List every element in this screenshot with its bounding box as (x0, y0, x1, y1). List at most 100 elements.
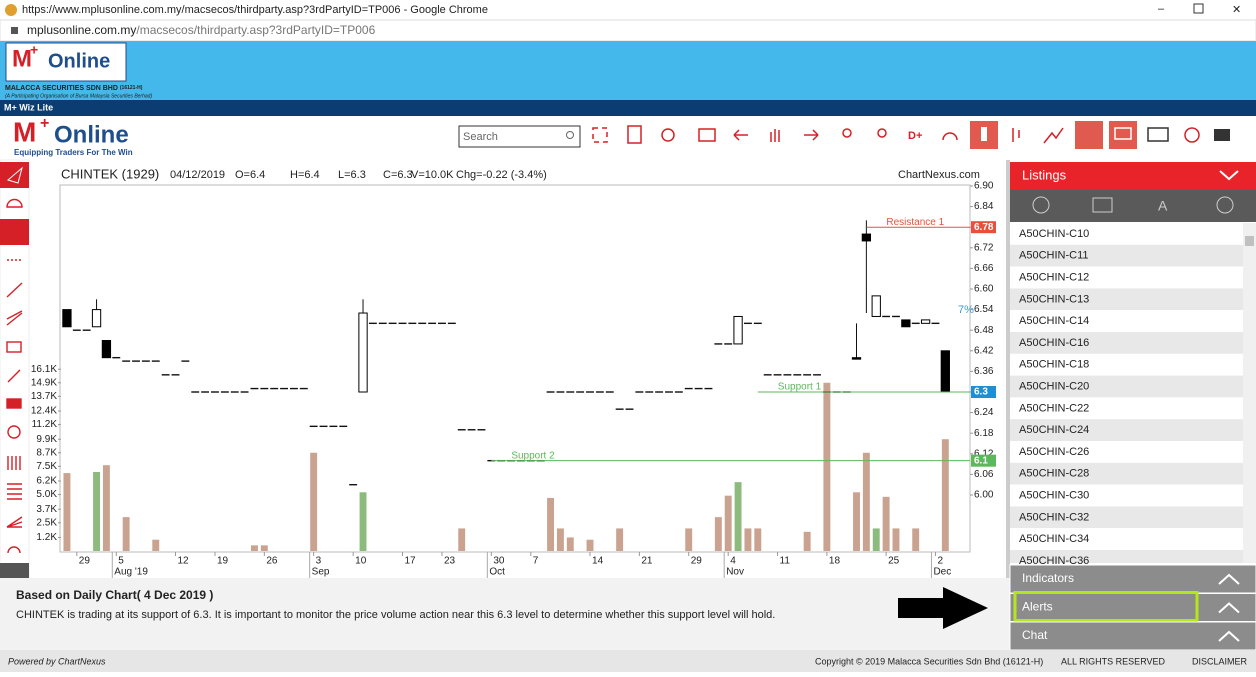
listing-row[interactable] (1010, 506, 1243, 529)
change: Chg=-0.22 (-3.4%) (456, 169, 547, 181)
listing-row[interactable] (1010, 397, 1243, 420)
listing-row[interactable] (1010, 419, 1243, 441)
search-box[interactable] (458, 125, 581, 148)
tab-chart[interactable] (1092, 197, 1113, 213)
listings-toggle[interactable] (1219, 170, 1239, 181)
footer-disclaimer[interactable]: DISCLAIMER (1192, 656, 1248, 666)
company: MALACCA SECURITIES SDN BHD (5, 85, 118, 92)
panel-header[interactable] (1009, 621, 1256, 651)
volume-bar (823, 382, 831, 551)
search-placeholder: Search (463, 131, 498, 143)
listing-item[interactable]: A50CHIN-C20 (1019, 381, 1089, 393)
listing-row[interactable] (1010, 266, 1243, 289)
fan-tool[interactable] (6, 516, 23, 528)
listing-row[interactable] (1010, 462, 1243, 485)
settings-icon[interactable] (661, 128, 675, 142)
footer-rights[interactable]: ALL RIGHTS RESERVED (1061, 656, 1166, 666)
level-label: Resistance 1 (886, 217, 944, 228)
maximize[interactable] (1193, 3, 1204, 14)
text-tool[interactable] (6, 398, 22, 409)
report-icon[interactable] (627, 125, 642, 144)
y-tick-label: 6.60 (974, 284, 994, 295)
listing-row[interactable] (1010, 375, 1243, 398)
listing-item[interactable]: A50CHIN-C24 (1019, 424, 1089, 436)
listing-row[interactable] (1010, 484, 1243, 507)
high: H=6.4 (290, 169, 320, 181)
channel-tool[interactable] (6, 310, 23, 326)
pen-tool[interactable] (7, 369, 21, 383)
panel-header[interactable] (1009, 593, 1256, 622)
camera-icon[interactable] (698, 128, 716, 142)
compare-icon[interactable] (1012, 128, 1020, 142)
listing-item[interactable]: A50CHIN-C10 (1019, 228, 1089, 240)
pan-icon[interactable] (770, 129, 780, 142)
panel-toggle[interactable] (1218, 602, 1240, 614)
footer-copyright: Copyright © 2019 Malacca Securities Sdn … (815, 656, 1043, 666)
listing-row[interactable] (1010, 550, 1243, 563)
listing-item[interactable]: A50CHIN-C28 (1019, 468, 1089, 480)
listing-row[interactable] (1010, 310, 1243, 332)
listing-item[interactable]: A50CHIN-C32 (1019, 511, 1089, 523)
trend-tool[interactable] (0, 219, 29, 245)
listing-item[interactable]: A50CHIN-C26 (1019, 446, 1089, 458)
listing-item[interactable]: A50CHIN-C14 (1019, 315, 1089, 327)
listing-item[interactable]: A50CHIN-C12 (1019, 272, 1089, 284)
monitor-icon[interactable] (1147, 127, 1169, 142)
back-icon[interactable] (733, 129, 748, 141)
fib-tool[interactable] (7, 425, 21, 439)
tab-time[interactable] (1216, 196, 1234, 214)
levels-tool[interactable] (7, 483, 22, 500)
date-label: 12 (178, 556, 190, 567)
line-icon[interactable] (1043, 127, 1064, 144)
listing-item[interactable]: A50CHIN-C34 (1019, 533, 1089, 545)
listing-row[interactable] (1010, 528, 1243, 550)
rect-tool[interactable] (6, 341, 22, 353)
sr-button[interactable] (1075, 121, 1103, 149)
collapse-tools[interactable] (0, 563, 29, 578)
listing-row[interactable] (1010, 288, 1243, 311)
listing-row[interactable] (1010, 244, 1243, 267)
forward-icon[interactable] (804, 129, 819, 141)
listing-item[interactable]: A50CHIN-C16 (1019, 337, 1089, 349)
cycles-tool[interactable] (7, 456, 21, 470)
cloud-tool[interactable] (6, 198, 23, 208)
chat-button[interactable] (1109, 121, 1137, 149)
help-icon[interactable] (1184, 127, 1200, 143)
close[interactable]: ✕ (1232, 4, 1241, 16)
y-tick-label: 6.42 (974, 345, 994, 356)
search-icon[interactable] (566, 131, 574, 139)
tab-alpha[interactable]: A (1158, 198, 1168, 214)
listing-item[interactable]: A50CHIN-C36 (1019, 555, 1089, 567)
list-scrollbar[interactable] (1243, 223, 1256, 563)
zoom-out-icon[interactable] (842, 128, 852, 138)
arc-tool[interactable] (7, 546, 21, 554)
listing-item[interactable]: A50CHIN-C18 (1019, 359, 1089, 371)
line-tool[interactable] (6, 282, 23, 298)
panel-toggle[interactable] (1218, 573, 1240, 585)
month-label: Dec (933, 567, 951, 578)
listing-item[interactable]: A50CHIN-C11 (1019, 250, 1089, 262)
listings-header[interactable] (1010, 162, 1256, 190)
panel-header[interactable] (1009, 564, 1256, 594)
candle-body (358, 312, 368, 393)
listing-row[interactable] (1010, 223, 1243, 245)
trade-icon[interactable] (1214, 129, 1230, 141)
panel-toggle[interactable] (1218, 630, 1240, 642)
listing-item[interactable]: A50CHIN-C22 (1019, 402, 1089, 414)
listing-row[interactable] (1010, 353, 1243, 376)
listing-row[interactable] (1010, 441, 1243, 463)
gauge-icon[interactable] (942, 132, 958, 141)
list-scroll-thumb[interactable] (1245, 236, 1254, 246)
fullscreen-icon[interactable] (592, 127, 608, 143)
listing-item[interactable]: A50CHIN-C30 (1019, 490, 1089, 502)
volume-bar (152, 539, 160, 551)
dplus[interactable]: D+ (908, 130, 922, 142)
listing-item[interactable]: A50CHIN-C13 (1019, 293, 1089, 305)
tab-world[interactable] (1032, 196, 1050, 214)
listing-row[interactable] (1010, 332, 1243, 354)
splitter[interactable] (1006, 160, 1010, 578)
company-tagline: (A Participating Organisation of Bursa M… (5, 93, 152, 99)
minimize[interactable]: – (1158, 3, 1165, 15)
volume-tick-label: 8.7K (36, 447, 57, 458)
zoom-in-icon[interactable] (877, 128, 887, 138)
